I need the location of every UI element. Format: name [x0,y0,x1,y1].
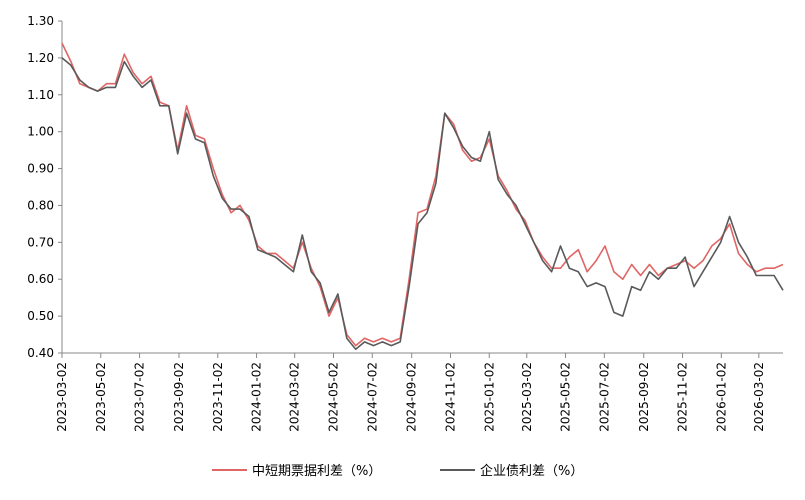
x-tick-label: 2023-11-02 [211,362,225,432]
legend-label-series-2: 企业债利差（%） [480,463,583,479]
x-tick-label: 2026-01-02 [714,362,728,432]
x-tick-label: 2024-07-02 [365,362,379,432]
y-tick-label: 1.20 [27,51,54,65]
x-tick-label: 2024-05-02 [326,362,340,432]
x-tick-label: 2023-05-02 [94,362,108,432]
x-tick-label: 2025-07-02 [597,362,611,432]
x-tick-label: 2024-09-02 [405,362,419,432]
x-tick-label: 2024-01-02 [250,362,264,432]
axes-layer [61,21,783,354]
x-tick-label: 2025-05-02 [559,362,573,432]
tick-layer: 1.30 1.20 1.10 1.00 0.90 0.80 0.70 0.60 0.50 0.40… [27,14,766,432]
x-tick-label: 2023-07-02 [133,362,147,432]
series-layer [61,42,784,351]
y-tick-label: 1.00 [27,125,54,139]
x-tick-label: 2024-11-02 [443,362,457,432]
legend-label-series-1: 中短期票据利差（%） [252,464,381,479]
x-tick-label: 2025-11-02 [676,362,690,432]
y-tick-label: 1.10 [27,88,54,102]
x-tick-label: 2024-03-02 [288,362,302,432]
x-tick-label: 2023-09-02 [172,362,186,432]
y-tick-label: 0.60 [27,272,54,286]
y-tick-label: 1.30 [27,14,54,28]
legend: 中短期票据利差（%） 企业债利差（%） [212,463,583,479]
y-tick-label: 0.70 [27,235,54,249]
x-tick-label: 2023-03-02 [55,362,69,432]
y-tick-label: 0.40 [27,346,54,360]
y-tick-label: 0.80 [27,198,54,212]
y-tick-label: 0.50 [27,309,54,323]
series-line-1 [61,42,784,347]
y-tick-label: 0.90 [27,162,54,176]
x-tick-label: 2025-01-02 [482,362,496,432]
x-tick-label: 2025-09-02 [637,362,651,432]
series-line-2 [61,57,784,351]
x-tick-label: 2026-03-02 [752,362,766,432]
x-tick-label: 2025-03-02 [520,362,534,432]
